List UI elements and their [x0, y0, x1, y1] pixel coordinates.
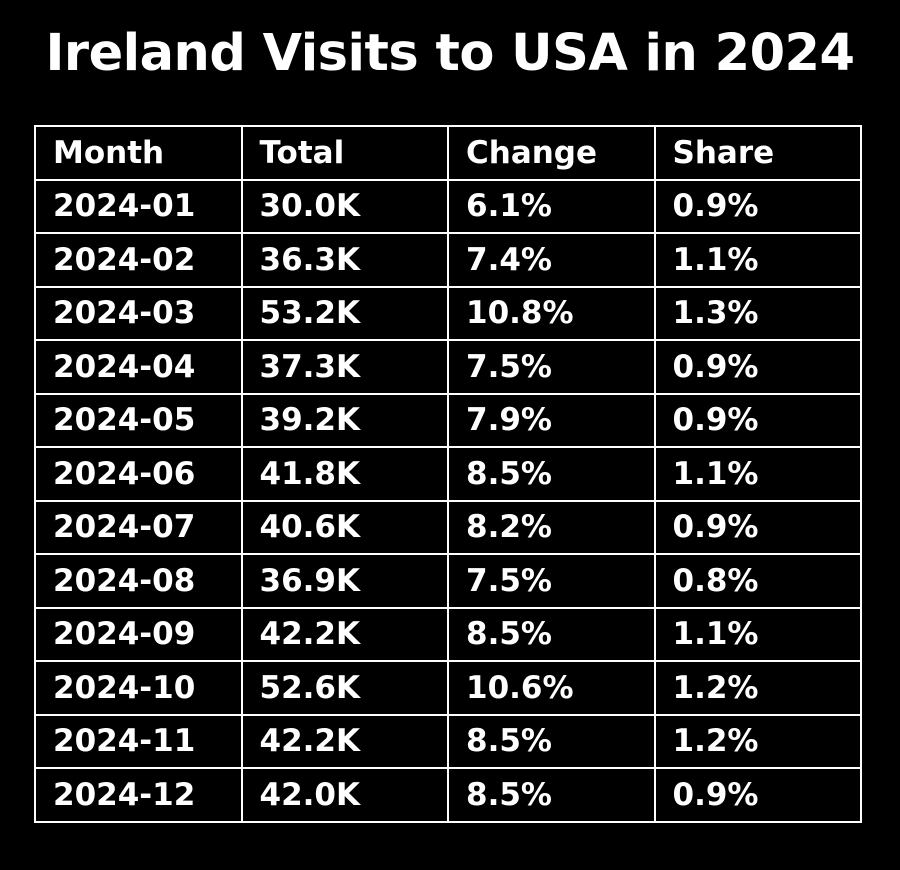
cell-month: 2024-12 [34, 767, 243, 823]
cell-share: 0.9% [653, 178, 862, 234]
table-row: 2024-11 42.2K 8.5% 1.2% [34, 713, 862, 769]
cell-share: 1.3% [653, 285, 862, 341]
cell-share: 0.9% [653, 392, 862, 448]
cell-share: 1.2% [653, 713, 862, 769]
cell-month: 2024-05 [34, 392, 243, 448]
cell-total: 36.3K [240, 232, 449, 288]
cell-total: 53.2K [240, 285, 449, 341]
cell-share: 0.9% [653, 339, 862, 395]
table-row: 2024-09 42.2K 8.5% 1.1% [34, 606, 862, 662]
cell-total: 40.6K [240, 499, 449, 555]
column-header-share: Share [653, 125, 862, 181]
cell-change: 8.5% [447, 713, 656, 769]
cell-month: 2024-11 [34, 713, 243, 769]
cell-share: 0.8% [653, 553, 862, 609]
cell-change: 8.5% [447, 606, 656, 662]
cell-total: 37.3K [240, 339, 449, 395]
cell-total: 52.6K [240, 660, 449, 716]
table-row: 2024-03 53.2K 10.8% 1.3% [34, 285, 862, 341]
cell-month: 2024-04 [34, 339, 243, 395]
table-row: 2024-10 52.6K 10.6% 1.2% [34, 660, 862, 716]
cell-change: 7.5% [447, 553, 656, 609]
table-row: 2024-08 36.9K 7.5% 0.8% [34, 553, 862, 609]
cell-month: 2024-07 [34, 499, 243, 555]
cell-total: 42.2K [240, 606, 449, 662]
cell-total: 30.0K [240, 178, 449, 234]
cell-month: 2024-09 [34, 606, 243, 662]
cell-change: 8.5% [447, 767, 656, 823]
cell-change: 8.2% [447, 499, 656, 555]
cell-month: 2024-10 [34, 660, 243, 716]
cell-change: 7.4% [447, 232, 656, 288]
cell-share: 1.1% [653, 606, 862, 662]
cell-share: 1.2% [653, 660, 862, 716]
cell-change: 8.5% [447, 446, 656, 502]
cell-total: 39.2K [240, 392, 449, 448]
table-body: 2024-01 30.0K 6.1% 0.9% 2024-02 36.3K 7.4% 1.1%… [34, 178, 862, 823]
cell-month: 2024-02 [34, 232, 243, 288]
cell-share: 0.9% [653, 499, 862, 555]
column-header-change: Change [447, 125, 656, 181]
cell-month: 2024-08 [34, 553, 243, 609]
cell-month: 2024-01 [34, 178, 243, 234]
cell-change: 7.9% [447, 392, 656, 448]
data-table: Month Total Change Share 2024-01 30.0K 6.1… [34, 125, 862, 823]
cell-total: 41.8K [240, 446, 449, 502]
cell-change: 7.5% [447, 339, 656, 395]
table-row: 2024-04 37.3K 7.5% 0.9% [34, 339, 862, 395]
header-row: Month Total Change Share [34, 125, 862, 181]
cell-change: 10.8% [447, 285, 656, 341]
table-row: 2024-02 36.3K 7.4% 1.1% [34, 232, 862, 288]
cell-total: 42.2K [240, 713, 449, 769]
cell-change: 6.1% [447, 178, 656, 234]
table-row: 2024-01 30.0K 6.1% 0.9% [34, 178, 862, 234]
cell-share: 1.1% [653, 232, 862, 288]
cell-share: 1.1% [653, 446, 862, 502]
column-header-month: Month [34, 125, 243, 181]
cell-month: 2024-03 [34, 285, 243, 341]
cell-total: 42.0K [240, 767, 449, 823]
table-row: 2024-05 39.2K 7.9% 0.9% [34, 392, 862, 448]
cell-month: 2024-06 [34, 446, 243, 502]
table-row: 2024-07 40.6K 8.2% 0.9% [34, 499, 862, 555]
table-title: Ireland Visits to USA in 2024 [45, 24, 855, 83]
cell-total: 36.9K [240, 553, 449, 609]
cell-share: 0.9% [653, 767, 862, 823]
column-header-total: Total [240, 125, 449, 181]
table-row: 2024-06 41.8K 8.5% 1.1% [34, 446, 862, 502]
data-table-container: Month Total Change Share 2024-01 30.0K 6.1… [34, 125, 862, 823]
table-row: 2024-12 42.0K 8.5% 0.9% [34, 767, 862, 823]
cell-change: 10.6% [447, 660, 656, 716]
